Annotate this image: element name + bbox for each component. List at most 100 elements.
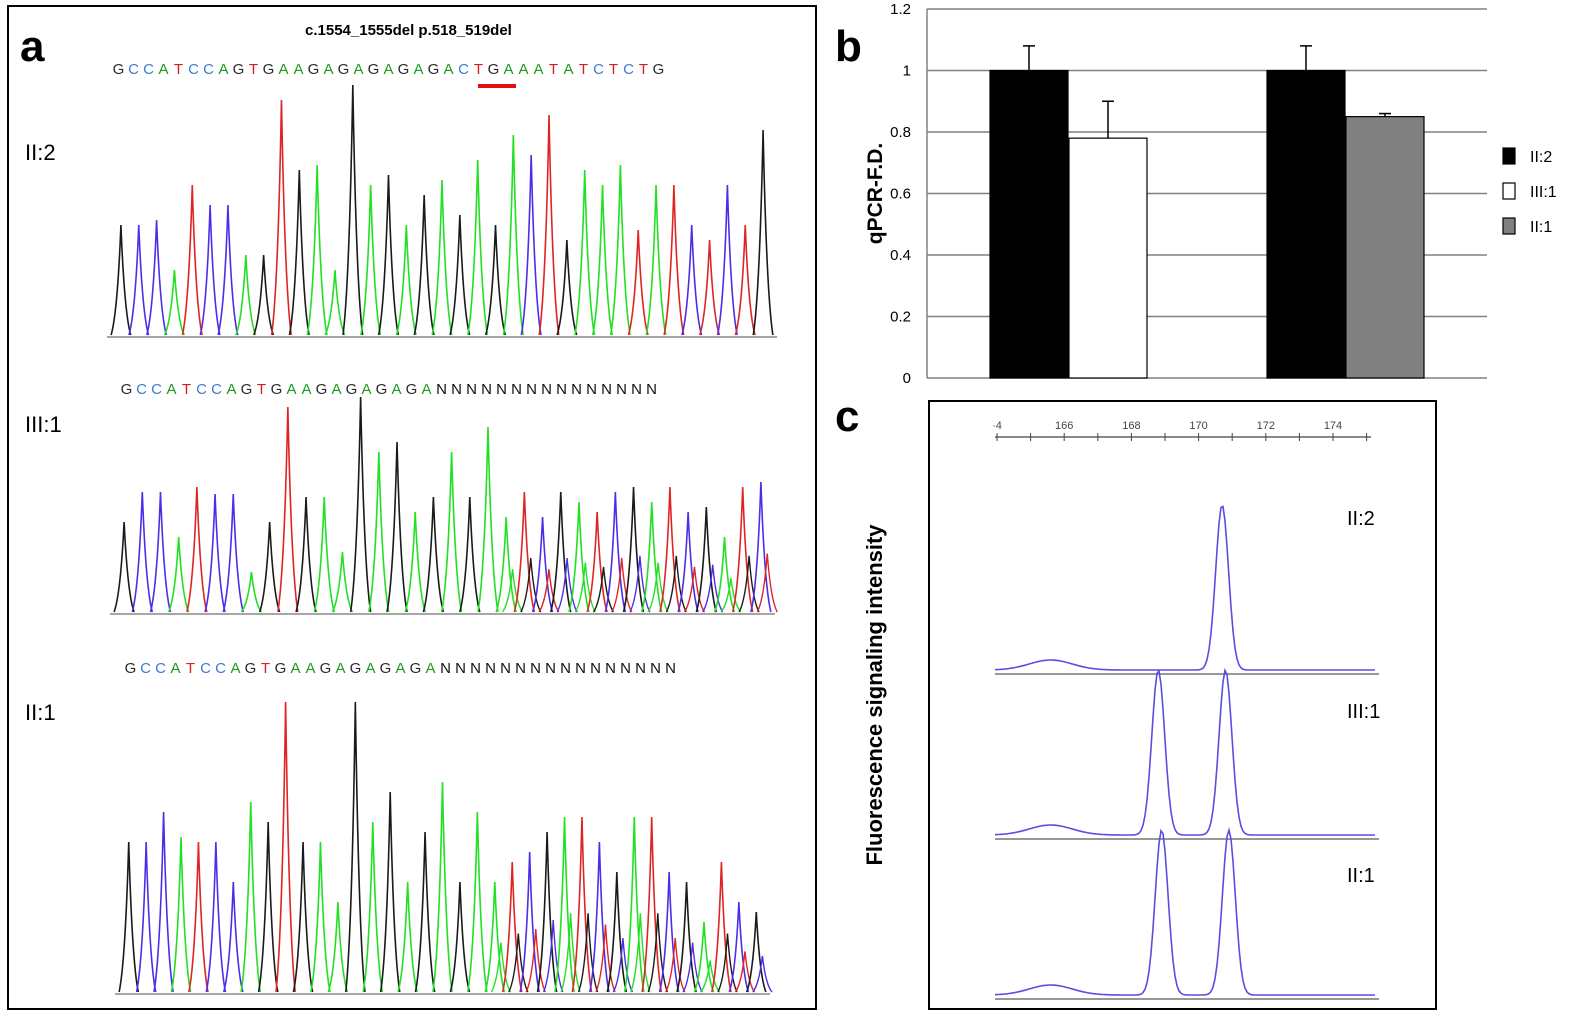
sequence-base: G — [349, 660, 362, 677]
chromatogram-peak — [240, 571, 263, 613]
chromatogram-peak — [484, 224, 507, 336]
y-tick-label: 0.4 — [890, 247, 911, 264]
sequence-base: A — [158, 61, 169, 78]
size-tick-label: 168 — [1122, 420, 1140, 432]
chromatogram-peak — [519, 851, 541, 993]
sequence-base: N — [586, 381, 597, 398]
chromatogram-peak — [275, 701, 296, 993]
chromatogram-peak — [217, 204, 239, 336]
chromatogram-peak — [131, 491, 154, 613]
fragment-analysis-chart: ·4 166 168 170 172 174 Fluorescence signaling … — [862, 420, 1380, 1000]
sequence-base: A — [353, 61, 364, 78]
chromatogram-peak — [750, 481, 772, 613]
size-tick-label: ·4 — [992, 420, 1002, 432]
chromatogram-peak — [349, 396, 372, 613]
chromatogram-overlap-peak — [720, 578, 742, 613]
chromatogram-peak — [623, 816, 645, 993]
sequence-base: N — [500, 660, 511, 677]
sequence-base: A — [443, 61, 454, 78]
sequence-base: G — [244, 660, 257, 677]
chromatogram-peak — [677, 511, 699, 613]
size-tick-label: 170 — [1189, 420, 1207, 432]
sequence-base: T — [473, 61, 484, 78]
chromatogram-peak — [331, 551, 354, 613]
sequence-base: N — [575, 660, 586, 677]
chromatogram-peak — [288, 169, 310, 336]
chromatogram-peak — [149, 491, 172, 613]
trace-label: II:1 — [1347, 865, 1375, 887]
chromatogram-overlap-peak — [542, 919, 564, 993]
size-tick-label: 172 — [1257, 420, 1275, 432]
chromatogram-overlap-peak — [647, 562, 669, 613]
sequence-base: G — [652, 61, 665, 78]
chromatogram-peak — [713, 536, 736, 613]
sequence-base: N — [590, 660, 601, 677]
sequence-base: A — [331, 381, 342, 398]
sequence-base: A — [301, 381, 312, 398]
sequence-base: A — [365, 660, 376, 677]
chromatogram-peak — [606, 871, 628, 993]
sequence-base: G — [379, 660, 392, 677]
panel-a-frame — [7, 5, 817, 1010]
legend-label: II:1 — [1530, 219, 1552, 236]
chromatogram-overlap-peak — [630, 913, 651, 993]
chromatogram-peak — [368, 451, 390, 613]
sequence-base: G — [240, 381, 253, 398]
chromatogram-peak — [716, 184, 738, 336]
sequence-base: G — [124, 660, 137, 677]
chromatogram-overlap-peak — [629, 555, 651, 613]
chromatogram-overlap-peak — [538, 569, 560, 613]
sequence-base: T — [578, 61, 589, 78]
sequence-base: N — [631, 381, 642, 398]
chromatogram-overlap-peak — [556, 557, 578, 613]
sequence-base: N — [436, 381, 447, 398]
chromatogram-peak — [292, 841, 314, 993]
chromatogram-peak — [556, 239, 578, 336]
sequence-base: N — [560, 660, 571, 677]
chromatogram-overlap-peak — [665, 937, 686, 993]
sequence-base: N — [526, 381, 537, 398]
chromatogram-peak — [204, 493, 226, 613]
bar — [1266, 69, 1346, 379]
sequence-base: N — [635, 660, 646, 677]
chromatogram-overlap-peak — [665, 555, 687, 613]
legend-label: III:1 — [1530, 184, 1557, 201]
chromatogram-peak — [586, 511, 608, 613]
sequence-base: G — [487, 61, 500, 78]
sequence-base: G — [319, 660, 332, 677]
bar — [1068, 137, 1148, 379]
sequence-base: C — [593, 61, 604, 78]
chromatogram-peak — [477, 426, 499, 613]
bar — [989, 69, 1069, 379]
chromatogram-overlap-peak — [683, 566, 706, 613]
chromatogram-peak — [513, 491, 536, 613]
chromatogram-overlap-peak — [525, 928, 546, 993]
chromatogram-peak — [591, 184, 614, 336]
chromatogram-peak — [531, 516, 554, 613]
chromatogram-overlap-peak — [501, 569, 524, 613]
chromatogram-peak — [257, 821, 279, 993]
sequence-base: A — [290, 660, 301, 677]
chromatogram-peak — [186, 486, 208, 613]
sequence-base: A — [230, 660, 241, 677]
y-tick-label: 1 — [903, 63, 911, 80]
chromatogram-peak — [731, 486, 754, 613]
sequence-base: N — [451, 381, 462, 398]
chromatogram-overlap-peak — [574, 562, 596, 613]
sequence-base: N — [470, 660, 481, 677]
sequence-base: N — [496, 381, 507, 398]
sequence-base: C — [151, 381, 162, 398]
sequence-base: N — [665, 660, 676, 677]
sequence-base: G — [345, 381, 358, 398]
sequence-base: C — [458, 61, 469, 78]
sequence-base: N — [616, 381, 627, 398]
sequence-base: N — [646, 381, 657, 398]
legend-swatch — [1502, 182, 1516, 200]
sequence-base: C — [128, 61, 139, 78]
fluorescence-trace — [994, 505, 1375, 671]
sequence-base: N — [511, 381, 522, 398]
chromatogram-peak — [414, 831, 436, 993]
chromatogram-overlap-peak — [612, 937, 634, 993]
chromatogram-peak — [344, 701, 366, 993]
